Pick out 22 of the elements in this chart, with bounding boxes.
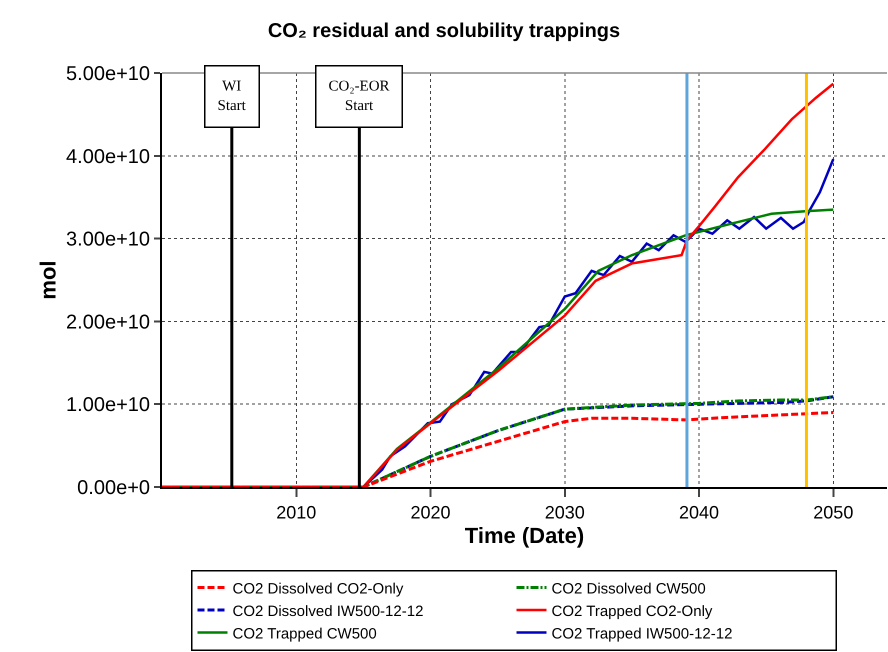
legend-label: CO2 Dissolved CW500 xyxy=(552,580,706,598)
x-tick-label: 2010 xyxy=(276,502,316,523)
legend-label: CO2 Dissolved CO2-Only xyxy=(232,580,404,598)
y-tick-label: 2.00e+10 xyxy=(66,311,150,334)
ref-line-label: CO₂-EOR Start xyxy=(328,78,390,114)
y-tick-label: 1.00e+10 xyxy=(66,394,150,416)
y-tick-label: 0.00e+0 xyxy=(77,477,150,499)
x-tick-label: 2040 xyxy=(679,502,720,523)
y-tick-label: 3.00e+10 xyxy=(66,228,150,251)
legend-label: CO2 Dissolved IW500-12-12 xyxy=(232,602,424,620)
legend-label: CO2 Trapped IW500-12-12 xyxy=(552,625,732,642)
y-tick-label: 5.00e+10 xyxy=(66,63,150,85)
ref-line-label: WI Start xyxy=(218,78,247,114)
y-tick-label: 4.00e+10 xyxy=(66,146,150,168)
x-tick-label: 2020 xyxy=(410,502,451,523)
chart-title: CO₂ residual and solubility trappings xyxy=(268,20,620,42)
legend-label: CO2 Trapped CO2-Only xyxy=(552,602,713,620)
x-tick-label: 2030 xyxy=(544,502,585,523)
x-tick-label: 2050 xyxy=(813,502,854,523)
x-axis-title: Time (Date) xyxy=(464,523,584,548)
legend-label: CO2 Trapped CW500 xyxy=(232,625,377,642)
y-axis-title: mol xyxy=(35,260,60,300)
